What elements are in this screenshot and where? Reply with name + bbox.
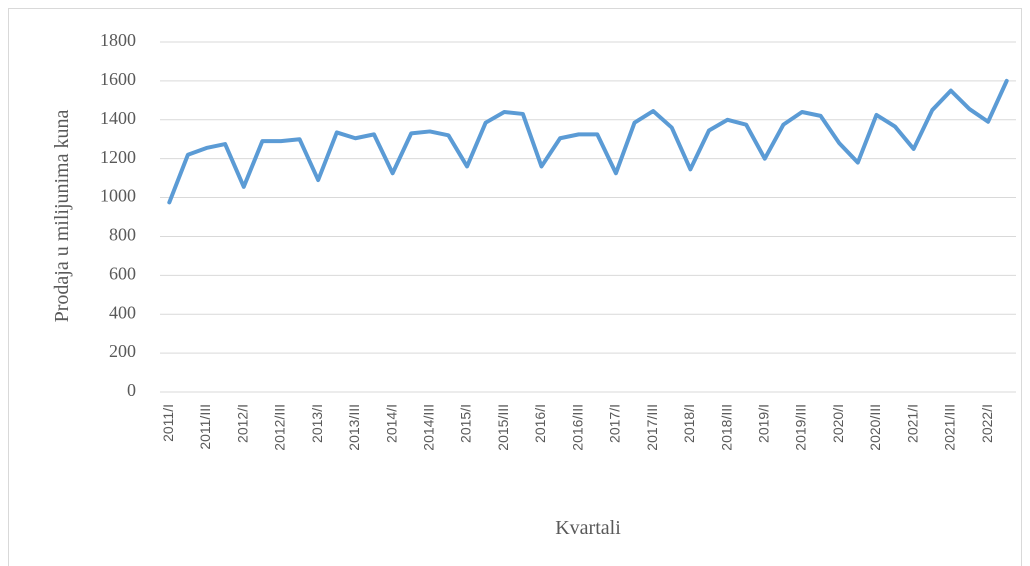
- x-tick-label: 2018/I: [681, 404, 697, 443]
- x-tick-label: 2017/III: [644, 404, 660, 451]
- chart-frame: [8, 8, 1022, 566]
- x-tick-label: 2020/I: [830, 404, 846, 443]
- x-tick-label: 2015/I: [458, 404, 474, 443]
- y-tick-label: 400: [109, 302, 136, 322]
- x-tick-label: 2011/III: [197, 404, 213, 450]
- y-tick-label: 1800: [100, 30, 136, 50]
- y-axis-title: Prodaja u milijunima kuna: [51, 110, 73, 323]
- y-tick-label: 0: [127, 380, 136, 400]
- x-tick-label: 2016/III: [569, 404, 585, 451]
- y-tick-label: 200: [109, 341, 136, 361]
- x-tick-label: 2017/I: [607, 404, 623, 443]
- x-tick-label: 2021/III: [942, 404, 958, 451]
- y-tick-label: 600: [109, 263, 136, 283]
- x-tick-label: 2013/III: [346, 404, 362, 451]
- x-tick-label: 2014/III: [421, 404, 437, 451]
- x-tick-label: 2020/III: [867, 404, 883, 451]
- x-tick-label: 2019/III: [793, 404, 809, 451]
- data-line: [167, 78, 1009, 205]
- x-tick-label: 2013/I: [309, 404, 325, 443]
- x-tick-label: 2012/III: [272, 404, 288, 451]
- y-tick-label: 1200: [100, 147, 136, 167]
- y-tick-label: 800: [109, 225, 136, 245]
- x-tick-label: 2016/I: [532, 404, 548, 443]
- y-tick-label: 1400: [100, 108, 136, 128]
- x-tick-label: 2022/I: [979, 404, 995, 443]
- x-axis-title: Kvartali: [555, 517, 621, 539]
- x-tick-label: 2021/I: [904, 404, 920, 443]
- y-tick-label: 1600: [100, 69, 136, 89]
- x-tick-label: 2011/I: [160, 404, 176, 442]
- x-tick-label: 2019/I: [755, 404, 771, 443]
- x-tick-label: 2018/III: [718, 404, 734, 451]
- x-tick-label: 2014/I: [383, 404, 399, 443]
- y-tick-label: 1000: [100, 186, 136, 206]
- x-tick-label: 2012/I: [234, 404, 250, 443]
- x-tick-label: 2015/III: [495, 404, 511, 451]
